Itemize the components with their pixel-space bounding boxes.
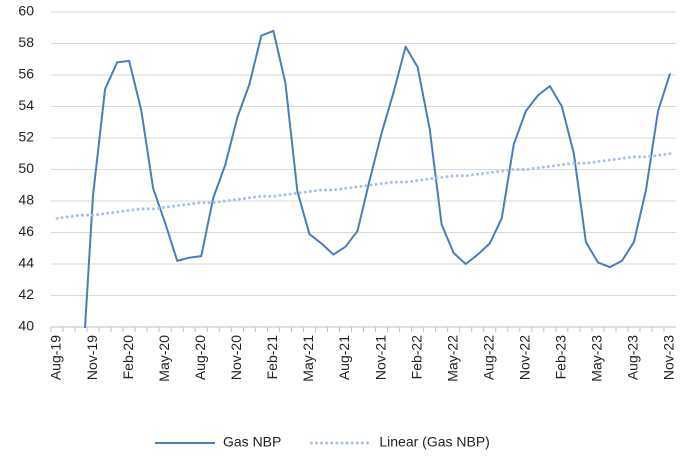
x-tick-label: Nov-19 bbox=[84, 335, 100, 380]
x-tick-label: Aug-22 bbox=[480, 335, 496, 380]
series-line bbox=[83, 29, 671, 328]
x-tick-label: May-21 bbox=[300, 335, 316, 382]
x-tick-label: Aug-20 bbox=[192, 335, 208, 380]
x-tick-label: Aug-19 bbox=[48, 335, 64, 380]
x-tick-label: May-23 bbox=[589, 335, 605, 382]
plot-area bbox=[55, 29, 672, 328]
y-tick-label: 40 bbox=[18, 318, 34, 334]
x-tick-label: Aug-23 bbox=[625, 335, 641, 380]
y-tick-label: 44 bbox=[18, 255, 34, 271]
x-tick-label: Aug-21 bbox=[336, 335, 352, 380]
x-tick-label: Nov-20 bbox=[228, 335, 244, 380]
y-tick-label: 50 bbox=[18, 160, 34, 176]
x-tick-label: Feb-22 bbox=[408, 335, 424, 380]
y-tick-label: 58 bbox=[18, 34, 34, 50]
x-tick-label: Nov-21 bbox=[372, 335, 388, 380]
series-line bbox=[55, 152, 672, 220]
y-tick-label: 60 bbox=[18, 3, 34, 19]
x-tick-label: Feb-21 bbox=[264, 335, 280, 380]
x-tick-label: May-20 bbox=[156, 335, 172, 382]
x-tick-label: Nov-23 bbox=[661, 335, 677, 380]
x-tick-label: Nov-22 bbox=[516, 335, 532, 380]
x-tick-label: Feb-23 bbox=[553, 335, 569, 380]
y-tick-label: 42 bbox=[18, 286, 34, 302]
y-tick-label: 56 bbox=[18, 66, 34, 82]
y-tick-label: 48 bbox=[18, 192, 34, 208]
x-tick-label: Feb-20 bbox=[120, 335, 136, 380]
legend-label: Gas NBP bbox=[223, 434, 281, 450]
y-tick-label: 54 bbox=[18, 97, 34, 113]
y-tick-label: 46 bbox=[18, 223, 34, 239]
legend-label: Linear (Gas NBP) bbox=[379, 434, 489, 450]
y-tick-label: 52 bbox=[18, 129, 34, 145]
x-tick-label: May-22 bbox=[444, 335, 460, 382]
